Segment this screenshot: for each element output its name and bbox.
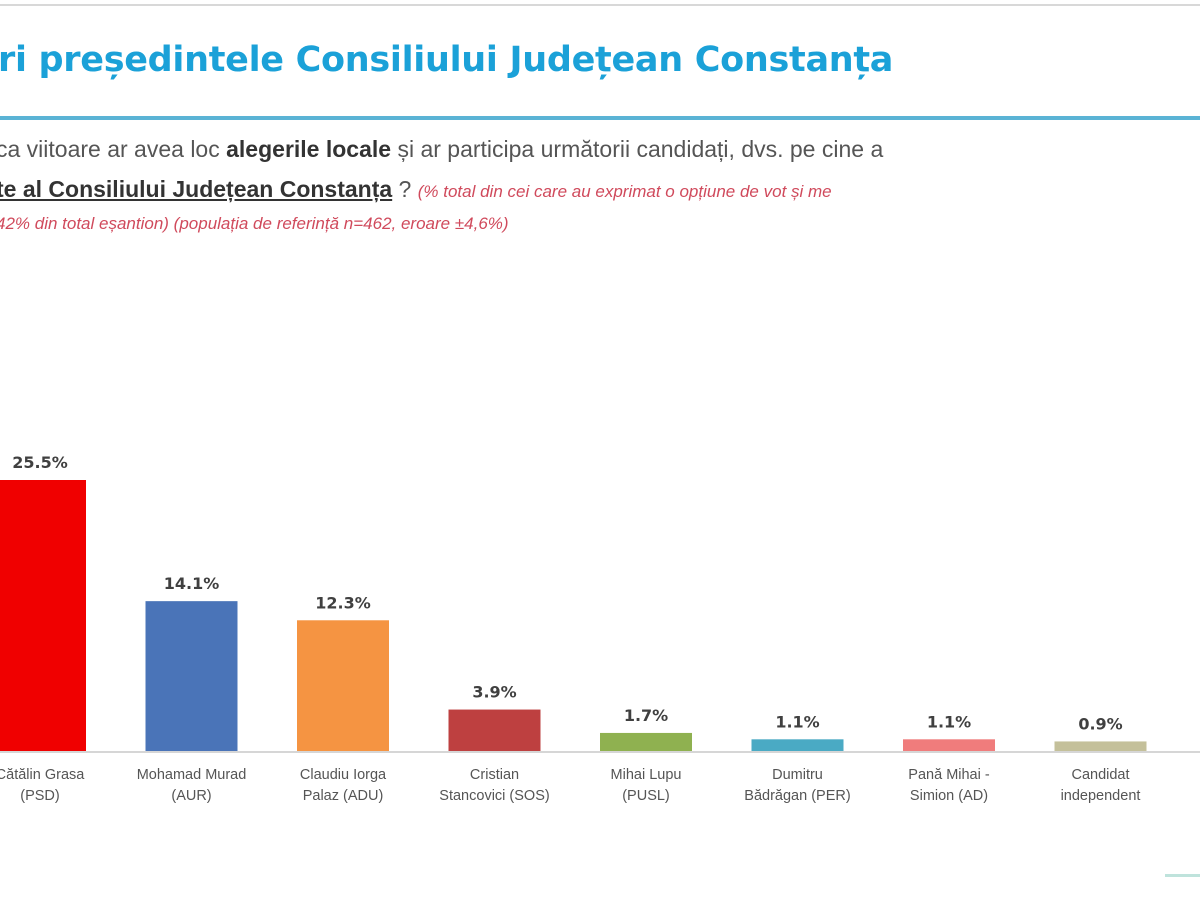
category-label: Palaz (ADU): [303, 788, 384, 804]
category-label: independent: [1061, 788, 1141, 804]
watermark: [1165, 874, 1200, 877]
sample-note-2: 42% din total eșantion) (populația de re…: [0, 214, 509, 233]
bar: [297, 620, 389, 751]
question-bold: alegerile locale: [226, 136, 392, 162]
question-line-1: ca viitoare ar avea loc alegerile locale…: [0, 136, 883, 163]
question-text: ca viitoare ar avea loc: [0, 136, 227, 162]
category-label: Simion (AD): [910, 788, 988, 804]
bar: [145, 601, 238, 751]
question-mark: ?: [392, 176, 418, 202]
data-label: 14.1%: [164, 574, 220, 593]
category-label: Cătălin Grasa: [0, 767, 85, 783]
chart-title: ri președintele Consiliului Județean Con…: [0, 40, 894, 80]
data-label: 3.9%: [472, 683, 516, 702]
category-label: Candidat: [1071, 767, 1129, 783]
category-label: Stancovici (SOS): [439, 788, 549, 804]
bar: [0, 480, 86, 751]
data-label: 1.1%: [775, 712, 819, 731]
category-label: Mihai Lupu: [611, 767, 682, 783]
data-label: 25.5%: [12, 453, 68, 472]
question-line-2: te al Consiliului Județean Constanța ? (…: [0, 176, 832, 203]
category-label: (PUSL): [622, 788, 670, 804]
category-label: (PSD): [20, 788, 59, 804]
category-label: (AUR): [171, 788, 211, 804]
bar: [1054, 741, 1147, 751]
category-label: Mohamad Murad: [137, 767, 247, 783]
data-label: 12.3%: [315, 593, 371, 612]
category-label: Claudiu Iorga: [300, 767, 387, 783]
bar: [751, 739, 844, 751]
category-label: Dumitru: [772, 767, 823, 783]
title-divider: [0, 116, 1200, 120]
data-label: 0.9%: [1078, 714, 1122, 733]
sample-note-1: (% total din cei care au exprimat o opți…: [417, 182, 832, 201]
category-label: Pană Mihai -: [908, 767, 990, 783]
data-label: 1.1%: [927, 712, 971, 731]
category-label: Bădrăgan (PER): [744, 788, 850, 804]
bar: [600, 732, 692, 751]
top-border: [0, 4, 1200, 6]
category-label: Cristian: [470, 767, 519, 783]
bar: [448, 709, 541, 751]
data-label: 1.7%: [624, 706, 668, 725]
question-text-2: și ar participa următorii candidați, dvs…: [391, 136, 884, 162]
bar: [903, 739, 995, 751]
question-underlined: te al Consiliului Județean Constanța: [0, 176, 393, 202]
